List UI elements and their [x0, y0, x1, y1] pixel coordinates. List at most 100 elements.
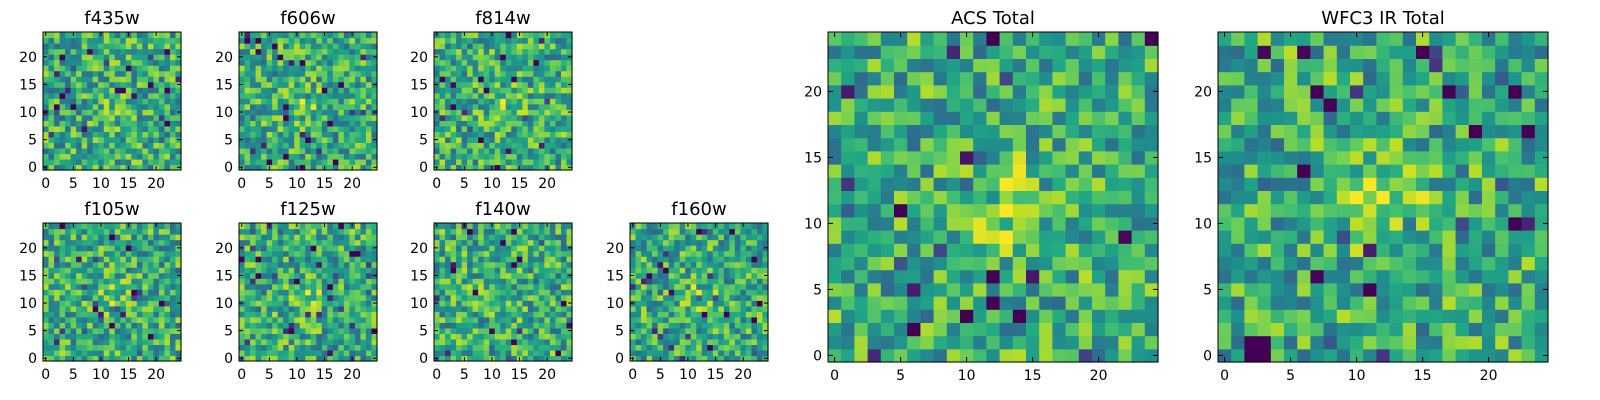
- heatmap-cell: [756, 278, 764, 285]
- heatmap-cell: [103, 164, 110, 171]
- heatmap-cell: [729, 333, 736, 340]
- heatmap-cell: [255, 37, 262, 44]
- heatmap-cell: [445, 316, 452, 323]
- heatmap-cell: [98, 239, 105, 246]
- heatmap-cell: [70, 278, 77, 285]
- heatmap-cell: [169, 59, 177, 66]
- heatmap-cell: [946, 309, 961, 323]
- heatmap-cell: [652, 311, 659, 318]
- heatmap-cell: [316, 81, 323, 88]
- heatmap-cell: [494, 294, 501, 301]
- heatmap-cell: [641, 223, 648, 230]
- heatmap-cell: [533, 250, 540, 257]
- heatmap-cell: [131, 59, 138, 66]
- heatmap-cell: [439, 278, 446, 285]
- heatmap-cell: [70, 261, 77, 268]
- heatmap-cell: [500, 261, 507, 268]
- heatmap-cell: [500, 114, 507, 121]
- heatmap-cell: [522, 109, 529, 116]
- heatmap-cell: [48, 109, 55, 116]
- heatmap-cell: [305, 98, 312, 105]
- heatmap-cell: [1012, 203, 1027, 218]
- heatmap-cell: [1065, 296, 1080, 310]
- heatmap-cell: [630, 333, 637, 340]
- heatmap-cell: [239, 43, 246, 50]
- heatmap-cell: [354, 344, 362, 351]
- heatmap-cell: [483, 120, 490, 127]
- heatmap-cell: [142, 338, 149, 346]
- heatmap-cell: [630, 289, 637, 296]
- heatmap-cell: [164, 98, 171, 105]
- heatmap-cell: [98, 333, 105, 340]
- heatmap-cell: [494, 120, 501, 127]
- heatmap-cell: [343, 98, 350, 105]
- heatmap-cell: [59, 338, 66, 346]
- heatmap-cell: [652, 245, 659, 252]
- heatmap-cell: [549, 311, 557, 318]
- heatmap-cell: [125, 54, 132, 61]
- heatmap-cell: [371, 333, 378, 340]
- heatmap-cell: [316, 59, 323, 66]
- heatmap-cell: [321, 333, 328, 340]
- heatmap-cell: [321, 338, 328, 346]
- heatmap-cell: [549, 131, 557, 138]
- heatmap-cell: [478, 349, 485, 357]
- heatmap-cell: [973, 335, 987, 350]
- heatmap-cell: [472, 327, 479, 334]
- heatmap-cell: [59, 43, 66, 50]
- heatmap-cell: [332, 158, 339, 166]
- heatmap-cell: [762, 250, 769, 257]
- heatmap-cell: [327, 142, 334, 149]
- heatmap-cell: [65, 153, 72, 160]
- heatmap-cell: [986, 269, 1001, 284]
- heatmap-cell: [255, 289, 262, 296]
- heatmap-cell: [277, 294, 284, 301]
- heatmap-cell: [1052, 296, 1067, 310]
- heatmap-cell: [109, 92, 116, 99]
- heatmap-cell: [310, 136, 317, 143]
- heatmap-cell: [354, 333, 362, 340]
- heatmap-cell: [511, 164, 518, 171]
- heatmap-cell: [76, 305, 83, 312]
- heatmap-cell: [327, 300, 334, 307]
- heatmap-cell: [109, 54, 116, 61]
- heatmap-cell: [365, 294, 373, 301]
- heatmap-cell: [59, 103, 66, 110]
- heatmap-cell: [76, 136, 83, 143]
- heatmap-cell: [999, 335, 1014, 350]
- heatmap-cell: [65, 98, 72, 105]
- heatmap-cell: [461, 98, 468, 105]
- heatmap-cell: [349, 48, 356, 55]
- heatmap-cell: [354, 158, 362, 166]
- heatmap-cell: [164, 344, 171, 351]
- heatmap-cell: [131, 228, 138, 235]
- heatmap-cell: [894, 309, 908, 323]
- heatmap-cell: [946, 190, 961, 205]
- heatmap-cell: [371, 294, 378, 301]
- heatmap-cell: [740, 333, 747, 340]
- heatmap-cell: [239, 239, 246, 246]
- heatmap-cell: [343, 311, 350, 318]
- heatmap-cell: [43, 59, 50, 66]
- heatmap-cell: [494, 283, 501, 290]
- heatmap-cell: [489, 136, 496, 143]
- heatmap-cell: [483, 355, 490, 362]
- heatmap-cell: [560, 289, 568, 296]
- heatmap-cell: [560, 228, 568, 235]
- heatmap-cell: [120, 153, 127, 160]
- heatmap-cell: [489, 153, 496, 160]
- heatmap-cell: [103, 272, 110, 279]
- heatmap-cell: [65, 147, 72, 155]
- heatmap-cell: [907, 256, 921, 271]
- heatmap-cell: [65, 136, 72, 143]
- heatmap-cell: [76, 125, 83, 132]
- heatmap-cell: [114, 65, 121, 72]
- heatmap-cell: [321, 142, 328, 149]
- heatmap-cell: [907, 243, 921, 257]
- heatmap-cell: [456, 256, 463, 263]
- heatmap-cell: [288, 261, 295, 268]
- heatmap-cell: [538, 333, 545, 340]
- heatmap-cell: [756, 250, 764, 257]
- x-tick-label: 0: [237, 176, 246, 192]
- heatmap-cell: [489, 59, 496, 66]
